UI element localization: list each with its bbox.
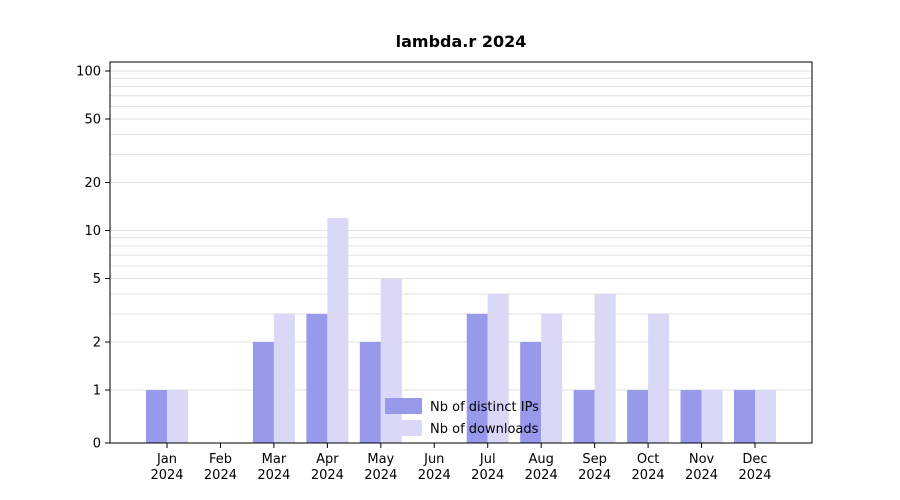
bar-distinct-ips-dec [734, 390, 755, 443]
bar-downloads-jan [167, 390, 188, 443]
x-tick-label-year: 2024 [150, 468, 183, 483]
bar-downloads-mar [273, 313, 295, 443]
y-tick-label: 0 [93, 437, 101, 452]
y-tick-label: 20 [84, 176, 101, 191]
x-tick-label-month: Dec [742, 452, 767, 467]
legend-label-downloads: Nb of downloads [430, 422, 539, 437]
x-tick-label-month: Oct [637, 452, 659, 467]
legend-swatch-distinct-ips [385, 398, 422, 414]
y-tick-label: 1 [93, 384, 101, 399]
x-tick-label-year: 2024 [471, 468, 504, 483]
x-tick-label-month: Aug [528, 452, 553, 467]
x-tick-label-month: May [367, 452, 394, 467]
legend-label-distinct-ips: Nb of distinct IPs [430, 400, 539, 415]
bar-distinct-ips-mar [252, 341, 274, 443]
x-tick-label-year: 2024 [525, 468, 558, 483]
x-tick-label-month: Apr [316, 452, 339, 467]
bar-distinct-ips-nov [680, 390, 702, 443]
legend-swatch-downloads [385, 420, 422, 436]
bar-distinct-ips-may [359, 341, 381, 443]
plot-border [109, 61, 813, 444]
bar-distinct-ips-jul [466, 313, 488, 443]
y-tick-label: 5 [93, 272, 101, 287]
bar-distinct-ips-apr [306, 313, 328, 443]
y-tick-label: 2 [93, 335, 101, 350]
bar-downloads-dec [755, 390, 776, 443]
x-tick-label-year: 2024 [257, 468, 290, 483]
x-tick-label-month: Jan [156, 452, 177, 467]
bar-distinct-ips-jan [146, 390, 167, 443]
x-tick-label-year: 2024 [738, 468, 771, 483]
y-tick-label: 10 [84, 224, 101, 239]
bar-downloads-aug [541, 313, 563, 443]
x-tick-label-year: 2024 [364, 468, 397, 483]
x-tick-label-month: Feb [209, 452, 232, 467]
bar-distinct-ips-oct [627, 390, 649, 443]
bar-distinct-ips-sep [573, 390, 595, 443]
x-tick-label-month: Jul [479, 452, 496, 467]
x-tick-label-year: 2024 [685, 468, 718, 483]
bar-downloads-sep [594, 293, 616, 443]
y-tick-label: 50 [84, 113, 101, 128]
bar-downloads-apr [327, 217, 349, 443]
x-tick-label-year: 2024 [204, 468, 237, 483]
x-tick-label-year: 2024 [578, 468, 611, 483]
x-tick-label-month: Jun [423, 452, 444, 467]
bar-downloads-nov [701, 390, 723, 443]
bar-downloads-oct [648, 313, 670, 443]
x-tick-label-month: Nov [689, 452, 715, 467]
x-tick-label-year: 2024 [311, 468, 344, 483]
x-tick-label-month: Mar [262, 452, 287, 467]
plot-area: 0125102050100Jan2024Feb2024Mar2024Apr202… [76, 61, 813, 483]
chart-title: lambda.r 2024 [396, 32, 527, 51]
x-tick-label-year: 2024 [418, 468, 451, 483]
y-tick-label: 100 [76, 65, 101, 80]
x-tick-label-month: Sep [582, 452, 607, 467]
x-tick-label-year: 2024 [632, 468, 665, 483]
bar-downloads-jul [487, 293, 509, 443]
bar-downloads-may [380, 278, 402, 443]
bar-distinct-ips-aug [520, 341, 542, 443]
legend: Nb of distinct IPs Nb of downloads [385, 398, 539, 437]
